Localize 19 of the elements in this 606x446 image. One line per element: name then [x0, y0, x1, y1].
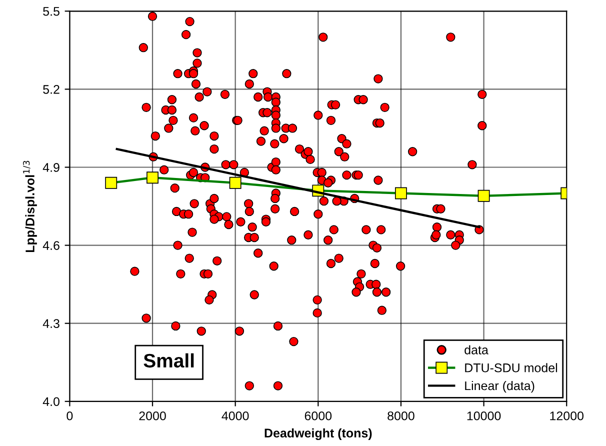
- x-axis-title: Deadweight (tons): [264, 428, 372, 440]
- y-axis-title: Lpp/Displ.vol$^{1/3}$: [23, 160, 37, 252]
- x-tick-label: 4000: [222, 411, 249, 420]
- y-tick-label: 5.2: [43, 85, 60, 94]
- legend-label: Linear (data): [465, 381, 534, 393]
- legend-label: data: [464, 345, 488, 354]
- y-tick-label: 5.5: [43, 7, 60, 16]
- y-tick-label: 4.9: [42, 163, 60, 172]
- x-tick-label: 2000: [139, 411, 166, 420]
- y-tick-label: 4.0: [42, 397, 60, 406]
- legend-label: DTU-SDU model: [465, 363, 558, 372]
- x-tick-label: 8000: [388, 411, 414, 420]
- x-tick-label: 6000: [304, 411, 332, 420]
- x-tick-label: 0: [66, 411, 73, 420]
- x-tick-label: 10000: [467, 411, 501, 420]
- annotation: Small: [144, 353, 194, 368]
- x-tick-label: 12000: [550, 411, 584, 420]
- y-tick-label: 4.6: [42, 241, 60, 250]
- y-tick-label: 4.3: [42, 319, 60, 328]
